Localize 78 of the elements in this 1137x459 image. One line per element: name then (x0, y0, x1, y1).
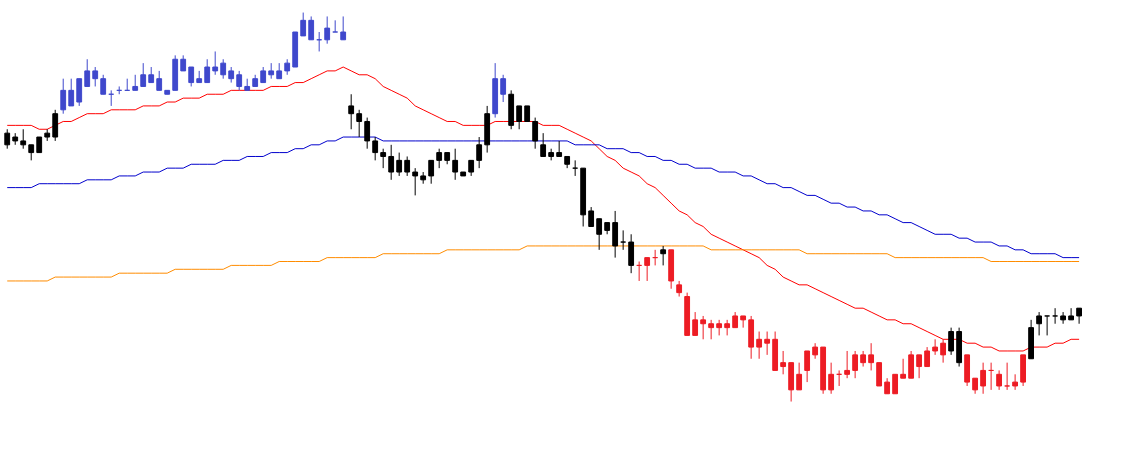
candlestick (1044, 315, 1051, 336)
candlestick (212, 50, 219, 76)
candlestick (76, 78, 83, 107)
candlestick (404, 155, 411, 177)
candlestick (340, 15, 347, 41)
candlestick (156, 70, 163, 91)
candlestick (916, 354, 923, 379)
candlestick (388, 144, 395, 181)
candlestick (588, 206, 595, 227)
candlestick (516, 105, 523, 130)
candlestick (324, 15, 331, 45)
candlestick (764, 331, 771, 356)
candlestick (412, 167, 419, 196)
candlestick (780, 350, 787, 375)
candlestick (372, 136, 379, 161)
candlestick (716, 319, 723, 336)
candlestick (308, 15, 315, 41)
candlestick (1012, 373, 1019, 391)
candlestick (700, 315, 707, 340)
candlestick (364, 117, 371, 150)
candlestick (220, 58, 227, 80)
candlestick (20, 128, 27, 150)
candlestick (436, 148, 443, 169)
candlestick (140, 62, 147, 87)
candlestick (620, 229, 627, 251)
candlestick (740, 315, 747, 329)
candlestick (100, 74, 107, 95)
candlestick (60, 78, 67, 115)
candlestick (68, 78, 75, 107)
candlestick (724, 319, 731, 336)
candlestick (84, 58, 91, 87)
candlestick (1036, 311, 1043, 336)
candlestick (452, 148, 459, 181)
candlestick (844, 350, 851, 379)
candlestick (236, 70, 243, 91)
candlestick (4, 128, 11, 150)
candlestick (924, 346, 931, 368)
candlestick (612, 210, 619, 259)
candlestick (1004, 362, 1011, 391)
candlestick (900, 358, 907, 379)
candlestick (596, 218, 603, 251)
candlestick (756, 331, 763, 360)
candlestick (380, 148, 387, 169)
candlestick (428, 159, 435, 185)
candlestick (628, 233, 635, 274)
candlestick (692, 311, 699, 336)
candlestick (1052, 307, 1059, 325)
candlestick (300, 12, 307, 37)
candlestick (204, 58, 211, 84)
candlestick (996, 369, 1003, 391)
candlestick (476, 136, 483, 169)
candlestick (908, 350, 915, 379)
candlestick (796, 362, 803, 391)
candlestick (356, 109, 363, 138)
candlestick (708, 319, 715, 340)
candlestick (828, 362, 835, 395)
candlestick (500, 74, 507, 103)
candlestick (940, 338, 947, 364)
candlestick (644, 257, 651, 282)
candlestick (932, 338, 939, 356)
candlestick (948, 327, 955, 356)
candlestick (980, 362, 987, 395)
candlestick (1068, 307, 1075, 321)
candlestick (540, 132, 547, 157)
candlestick (332, 19, 339, 33)
candlestick (92, 66, 99, 87)
candlestick (532, 117, 539, 150)
candlestick (892, 373, 899, 395)
candlestick (1060, 311, 1067, 325)
candlestick (52, 109, 59, 142)
candlestick (868, 342, 875, 371)
candlestick (188, 66, 195, 87)
candlestick (660, 245, 667, 266)
candlestick (804, 350, 811, 383)
candlestick (348, 93, 355, 130)
candlestick (396, 152, 403, 177)
candlestick (876, 362, 883, 387)
candlestick (852, 350, 859, 379)
